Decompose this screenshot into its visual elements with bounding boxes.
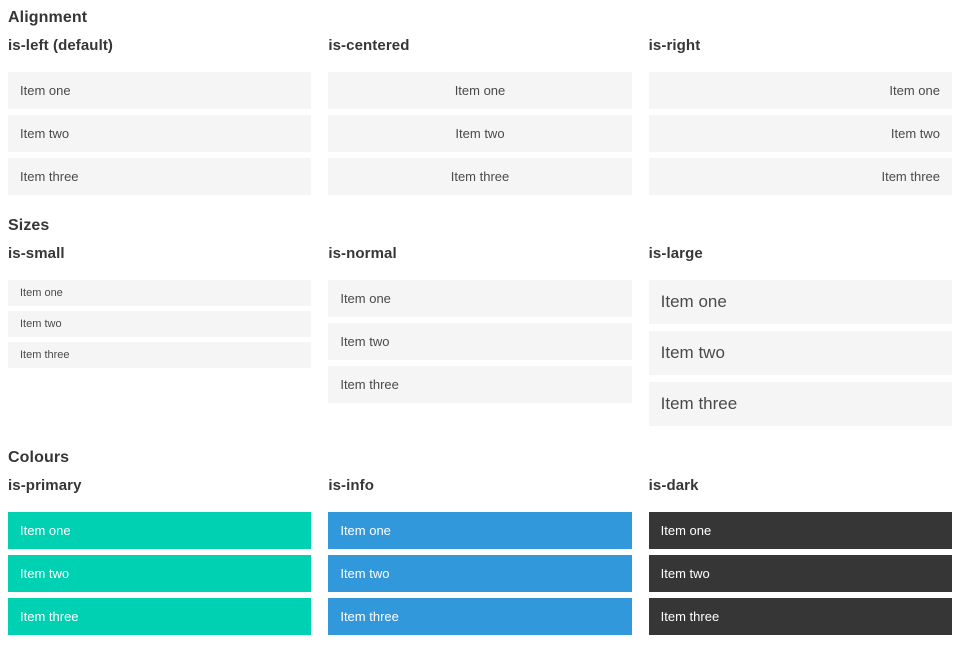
alignment-columns: is-left (default) Item one Item two Item… bbox=[8, 37, 952, 201]
variant-label: is-primary bbox=[8, 477, 82, 494]
column-is-left-default: is-left (default) Item one Item two Item… bbox=[8, 37, 312, 201]
list-item[interactable]: Item one bbox=[648, 280, 952, 324]
list-item[interactable]: Item one bbox=[648, 512, 952, 549]
list-item[interactable]: Item one bbox=[8, 72, 312, 109]
variant-label: is-small bbox=[8, 245, 65, 262]
list-item[interactable]: Item three bbox=[648, 158, 952, 195]
variant-label: is-info bbox=[328, 477, 375, 494]
variant-label: is-left (default) bbox=[8, 37, 114, 54]
item-list-large: Item one Item two Item three bbox=[648, 280, 952, 426]
list-item[interactable]: Item one bbox=[328, 72, 632, 109]
list-item[interactable]: Item three bbox=[328, 598, 632, 635]
list-item[interactable]: Item one bbox=[8, 512, 312, 549]
list-item[interactable]: Item two bbox=[8, 555, 312, 592]
list-item[interactable]: Item one bbox=[328, 512, 632, 549]
sizes-columns: is-small Item one Item two Item three is… bbox=[8, 245, 952, 433]
list-item[interactable]: Item one bbox=[648, 72, 952, 109]
item-list-primary: Item one Item two Item three bbox=[8, 512, 312, 635]
section-colours: Colours is-primary Item one Item two Ite… bbox=[8, 448, 952, 641]
section-title: Alignment bbox=[8, 9, 88, 26]
list-item[interactable]: Item two bbox=[8, 115, 312, 152]
list-item[interactable]: Item three bbox=[8, 342, 312, 368]
variant-label: is-dark bbox=[648, 477, 699, 494]
variant-label: is-centered bbox=[328, 37, 410, 54]
list-item[interactable]: Item two bbox=[648, 555, 952, 592]
column-is-large: is-large Item one Item two Item three bbox=[648, 245, 952, 433]
list-item[interactable]: Item three bbox=[8, 598, 312, 635]
item-list-info: Item one Item two Item three bbox=[328, 512, 632, 635]
colours-columns: is-primary Item one Item two Item three … bbox=[8, 477, 952, 641]
list-item[interactable]: Item one bbox=[8, 280, 312, 306]
list-item[interactable]: Item three bbox=[648, 382, 952, 426]
item-list-small: Item one Item two Item three bbox=[8, 280, 312, 368]
variant-label: is-right bbox=[648, 37, 701, 54]
list-item[interactable]: Item three bbox=[648, 598, 952, 635]
item-list-left: Item one Item two Item three bbox=[8, 72, 312, 195]
column-is-primary: is-primary Item one Item two Item three bbox=[8, 477, 312, 641]
list-item[interactable]: Item two bbox=[648, 115, 952, 152]
column-is-normal: is-normal Item one Item two Item three bbox=[328, 245, 632, 433]
list-item[interactable]: Item three bbox=[328, 158, 632, 195]
column-is-centered: is-centered Item one Item two Item three bbox=[328, 37, 632, 201]
section-title: Sizes bbox=[8, 217, 50, 234]
column-is-info: is-info Item one Item two Item three bbox=[328, 477, 632, 641]
list-item[interactable]: Item two bbox=[328, 555, 632, 592]
variant-label: is-normal bbox=[328, 245, 397, 262]
variant-label: is-large bbox=[648, 245, 703, 262]
list-item[interactable]: Item two bbox=[328, 115, 632, 152]
section-sizes: Sizes is-small Item one Item two Item th… bbox=[8, 216, 952, 433]
section-alignment: Alignment is-left (default) Item one Ite… bbox=[8, 8, 952, 201]
list-item[interactable]: Item three bbox=[328, 366, 632, 403]
section-title: Colours bbox=[8, 449, 70, 466]
list-item[interactable]: Item two bbox=[328, 323, 632, 360]
item-list-dark: Item one Item two Item three bbox=[648, 512, 952, 635]
item-list-normal: Item one Item two Item three bbox=[328, 280, 632, 403]
list-item[interactable]: Item two bbox=[648, 331, 952, 375]
list-item[interactable]: Item one bbox=[328, 280, 632, 317]
item-list-right: Item one Item two Item three bbox=[648, 72, 952, 195]
list-item[interactable]: Item three bbox=[8, 158, 312, 195]
column-is-small: is-small Item one Item two Item three bbox=[8, 245, 312, 433]
list-item[interactable]: Item two bbox=[8, 311, 312, 337]
column-is-right: is-right Item one Item two Item three bbox=[648, 37, 952, 201]
column-is-dark: is-dark Item one Item two Item three bbox=[648, 477, 952, 641]
item-list-centered: Item one Item two Item three bbox=[328, 72, 632, 195]
